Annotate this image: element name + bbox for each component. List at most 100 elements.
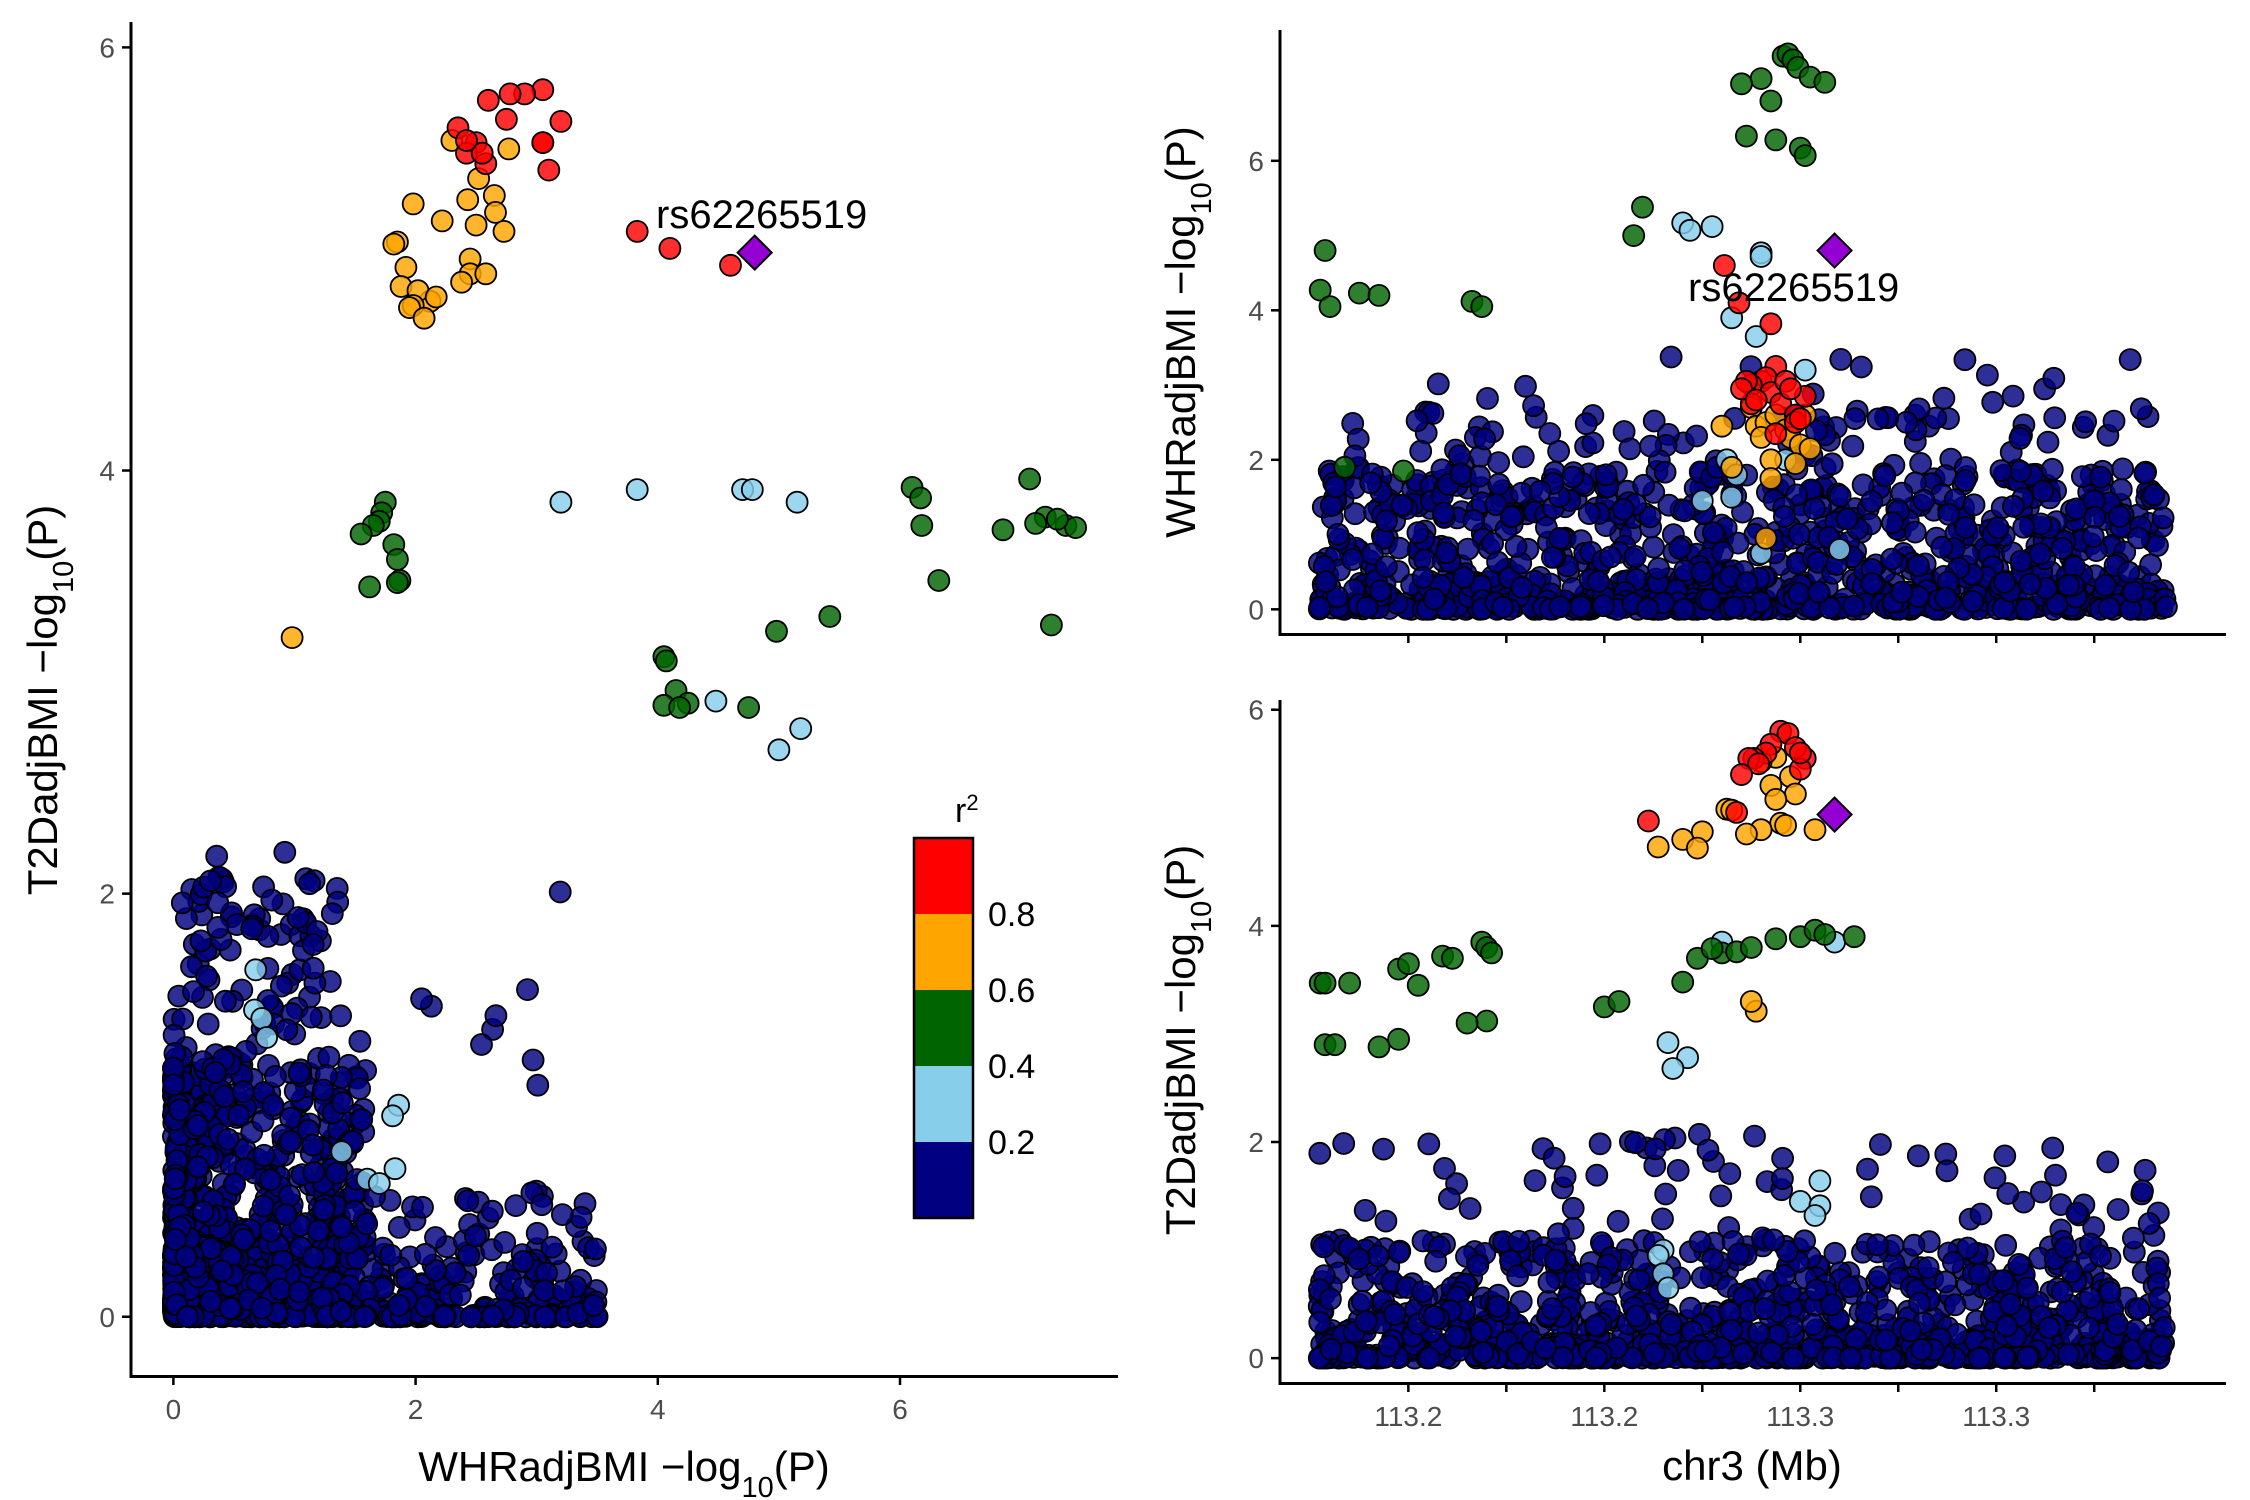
data-point-r2-bin-3 [382, 232, 406, 256]
data-point-r2-bin-0 [2117, 560, 2141, 584]
data-point-r2-bin-0 [1842, 594, 1866, 618]
data-point-r2-bin-0 [1375, 555, 1398, 578]
data-point-r2-bin-0 [1807, 580, 1830, 604]
data-point-r2-bin-0 [1968, 1262, 1991, 1286]
legend-title: r2 [955, 790, 979, 831]
data-point-r2-bin-0 [1934, 586, 1958, 610]
data-point-r2-bin-0 [176, 1305, 199, 1328]
data-point-r2-bin-0 [1994, 1233, 2018, 1257]
data-point-r2-bin-0 [306, 1219, 330, 1242]
data-point-r2-bin-0 [463, 1224, 487, 1248]
data-point-r2-bin-4 [1788, 741, 1812, 765]
data-point-r2-bin-0 [1866, 1233, 1889, 1257]
data-point-r2-bin-2 [1406, 973, 1430, 997]
data-point-r2-bin-0 [484, 1004, 508, 1028]
data-point-r2-bin-3 [1720, 455, 1744, 479]
data-point-r2-bin-0 [2044, 1163, 2067, 1187]
data-point-r2-bin-0 [196, 1012, 220, 1036]
data-point-r2-bin-0 [1544, 1248, 1567, 1272]
data-point-r2-bin-0 [1369, 579, 1392, 603]
scatter-panel-whr-by-position: 0 2 4 6 WHRadjBMI −log10(P) rs62265519 [1157, 30, 2226, 643]
data-point-r2-bin-0 [1355, 1346, 1379, 1370]
data-point-r2-bin-2 [1313, 971, 1337, 995]
data-point-r2-bin-0 [548, 880, 572, 904]
data-point-r2-bin-0 [258, 1168, 282, 1192]
data-point-r2-bin-1 [1828, 538, 1851, 561]
data-point-r2-bin-0 [2089, 1244, 2112, 1268]
data-point-r2-bin-0 [1534, 1336, 1557, 1360]
data-point-r2-bin-0 [1487, 472, 1511, 496]
data-point-r2-bin-1 [250, 1007, 274, 1030]
data-point-r2-bin-0 [170, 891, 194, 915]
data-point-r2-bin-0 [526, 1073, 550, 1097]
data-point-r2-bin-0 [1444, 1324, 1467, 1348]
data-point-r2-bin-0 [1569, 595, 1593, 619]
data-point-r2-bin-0 [287, 1061, 311, 1085]
data-point-r2-bin-0 [311, 1078, 335, 1102]
data-point-r2-bin-0 [2028, 542, 2052, 566]
data-point-r2-bin-0 [1424, 1249, 1448, 1273]
y-axis-title: T2DadjBMI −log10(P) [1157, 845, 1218, 1236]
data-point-r2-bin-0 [1932, 386, 1956, 410]
data-point-r2-bin-0 [1690, 1266, 1714, 1289]
data-point-r2-bin-0 [168, 1098, 192, 1122]
data-point-r2-bin-0 [2127, 1297, 2151, 1321]
data-point-r2-bin-0 [186, 1155, 210, 1179]
data-point-r2-bin-0 [1574, 412, 1598, 436]
data-point-r2-bin-1 [367, 1172, 391, 1195]
data-point-r2-bin-0 [1417, 1346, 1441, 1370]
data-point-r2-bin-0 [2008, 426, 2032, 450]
data-point-r2-bin-0 [1820, 1293, 1843, 1317]
data-point-r2-bin-0 [424, 1226, 447, 1249]
data-point-r2-bin-0 [1993, 1144, 2017, 1168]
data-point-r2-bin-0 [1422, 587, 1446, 611]
legend-label-0: 0.2 [988, 1124, 1035, 1162]
data-point-r2-bin-0 [1841, 434, 1865, 458]
data-point-r2-bin-2 [1367, 1035, 1391, 1059]
data-point-r2-bin-0 [1976, 363, 1999, 387]
data-point-r2-bin-0 [395, 1267, 419, 1290]
data-point-r2-bin-0 [2139, 553, 2163, 577]
data-point-r2-bin-1 [549, 490, 573, 514]
data-point-r2-bin-0 [286, 906, 310, 929]
data-point-r2-bin-0 [481, 1304, 505, 1328]
data-point-r2-bin-0 [1647, 557, 1670, 580]
data-point-r2-bin-1 [1661, 1057, 1685, 1080]
data-point-r2-bin-0 [387, 1294, 411, 1317]
data-point-r2-bin-0 [2060, 1260, 2084, 1284]
x-tick-label: 4 [650, 1394, 666, 1425]
points-layer [161, 78, 1087, 1329]
data-point-r2-bin-3 [484, 200, 507, 224]
data-point-r2-bin-0 [330, 1091, 354, 1115]
data-point-r2-bin-0 [1787, 582, 1811, 605]
data-point-r2-bin-0 [410, 987, 434, 1011]
data-point-r2-bin-0 [301, 956, 325, 980]
data-point-r2-bin-0 [1743, 1124, 1766, 1148]
data-point-r2-bin-0 [1353, 1199, 1377, 1222]
data-point-r2-bin-0 [2016, 1276, 2039, 1300]
data-point-r2-bin-0 [1406, 521, 1430, 545]
data-point-r2-bin-0 [1308, 595, 1332, 619]
data-point-r2-bin-0 [353, 1305, 377, 1329]
data-point-r2-bin-0 [1514, 374, 1537, 398]
data-point-r2-bin-0 [470, 1033, 493, 1056]
data-point-r2-bin-1 [740, 478, 764, 502]
data-point-r2-bin-0 [1867, 1265, 1891, 1289]
data-point-r2-bin-0 [210, 1259, 234, 1283]
data-point-r2-bin-0 [2078, 1286, 2102, 1310]
data-point-r2-bin-0 [582, 1294, 605, 1317]
legend-swatch-1 [914, 1066, 973, 1142]
data-point-r2-bin-4 [625, 219, 649, 243]
data-point-r2-bin-1 [1690, 489, 1714, 513]
data-point-r2-bin-0 [1422, 1305, 1446, 1328]
data-point-r2-bin-3 [1759, 467, 1783, 490]
data-point-r2-bin-1 [785, 490, 809, 514]
data-point-r2-bin-3 [394, 255, 418, 279]
x-tick-label: 113.2 [1570, 1401, 1638, 1432]
x-axis-title: chr3 (Mb) [1662, 1442, 1842, 1489]
data-point-r2-bin-0 [269, 974, 293, 998]
data-point-r2-bin-0 [2154, 595, 2178, 619]
data-point-r2-bin-4 [1730, 763, 1753, 786]
data-point-r2-bin-2 [1735, 124, 1758, 148]
